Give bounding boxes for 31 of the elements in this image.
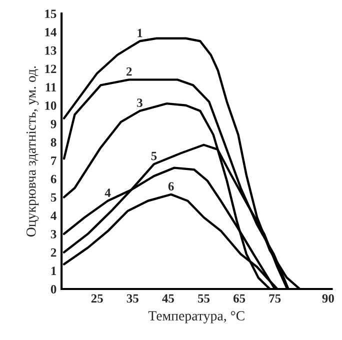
y-axis-title: Оцукрювча здатність, ум. од.: [26, 66, 39, 237]
series-label: 2: [126, 67, 132, 76]
y-tick-label: 10: [45, 101, 56, 110]
series-label: 3: [137, 98, 142, 107]
x-tick-label: 25: [91, 294, 103, 303]
y-tick-label: 8: [50, 138, 56, 147]
y-tick-label: 12: [45, 64, 56, 74]
y-tick-label: 13: [45, 46, 56, 55]
x-axis-title: Температура, °C: [148, 311, 244, 324]
y-tick-label: 11: [46, 83, 56, 92]
series-label: 1: [138, 28, 142, 38]
y-tick-label: 3: [50, 230, 56, 238]
y-tick-label: 1: [51, 266, 56, 275]
x-tick-label: 65: [233, 294, 246, 303]
x-tick-label: 55: [198, 294, 210, 303]
y-tick-label: 15: [45, 10, 56, 18]
series-label: 4: [104, 188, 111, 197]
x-tick-label: 90: [322, 294, 334, 303]
y-tick-label: 4: [50, 212, 56, 220]
y-tick-label: 2: [50, 248, 56, 257]
y-tick-label: 6: [50, 174, 56, 184]
x-tick-label: 45: [162, 294, 174, 303]
y-tick-label: 7: [51, 156, 56, 165]
y-tick-label: 5: [50, 193, 56, 202]
series-label: 5: [151, 152, 157, 160]
x-tick-label: 35: [126, 294, 138, 303]
y-tick-label: 9: [50, 120, 56, 128]
series-label: 6: [168, 182, 174, 191]
x-tick-label: 75: [269, 294, 281, 303]
y-tick-label: 14: [45, 28, 56, 36]
y-tick-label: 0: [50, 285, 56, 294]
